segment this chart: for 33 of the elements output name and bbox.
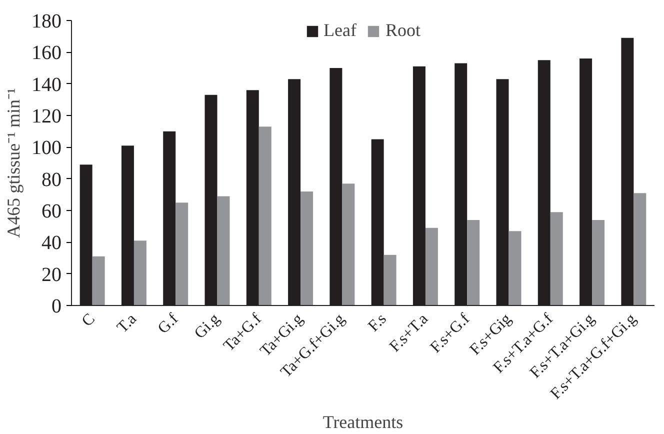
bar (258, 126, 272, 306)
y-axis-title: A465 gtissue⁻¹ min⁻¹ (4, 88, 24, 238)
bar (634, 193, 646, 306)
y-tick-label: 180 (32, 10, 62, 32)
legend-label: Leaf (324, 20, 356, 41)
bar (550, 212, 563, 306)
y-tick-label: 100 (32, 137, 62, 160)
bar (592, 220, 605, 306)
y-tick-label: 80 (42, 168, 62, 191)
x-tick-label: C (78, 310, 98, 330)
x-tick-label: G.f (154, 310, 182, 338)
y-tick-label: 120 (32, 106, 62, 128)
bar (508, 231, 522, 306)
bar (342, 184, 355, 306)
bar (134, 240, 146, 306)
bar (425, 228, 438, 306)
y-tick-label: 60 (42, 200, 62, 222)
y-tick-label: 20 (42, 264, 62, 286)
x-tick-label: T.a (114, 310, 140, 336)
bar (217, 196, 230, 306)
legend-label: Root (385, 20, 420, 41)
y-tick-label: 0 (52, 296, 62, 318)
bar (467, 220, 480, 306)
x-tick-label: F.s (365, 310, 390, 336)
y-tick-label: 140 (32, 74, 62, 96)
x-tick-label: Gi.g (191, 310, 224, 342)
bar (176, 202, 188, 306)
bar (300, 192, 314, 306)
y-tick-label: 160 (32, 42, 62, 64)
bar (92, 256, 105, 306)
x-axis-title: Treatments (322, 412, 404, 432)
y-tick-label: 40 (42, 232, 62, 254)
bar (384, 254, 396, 306)
